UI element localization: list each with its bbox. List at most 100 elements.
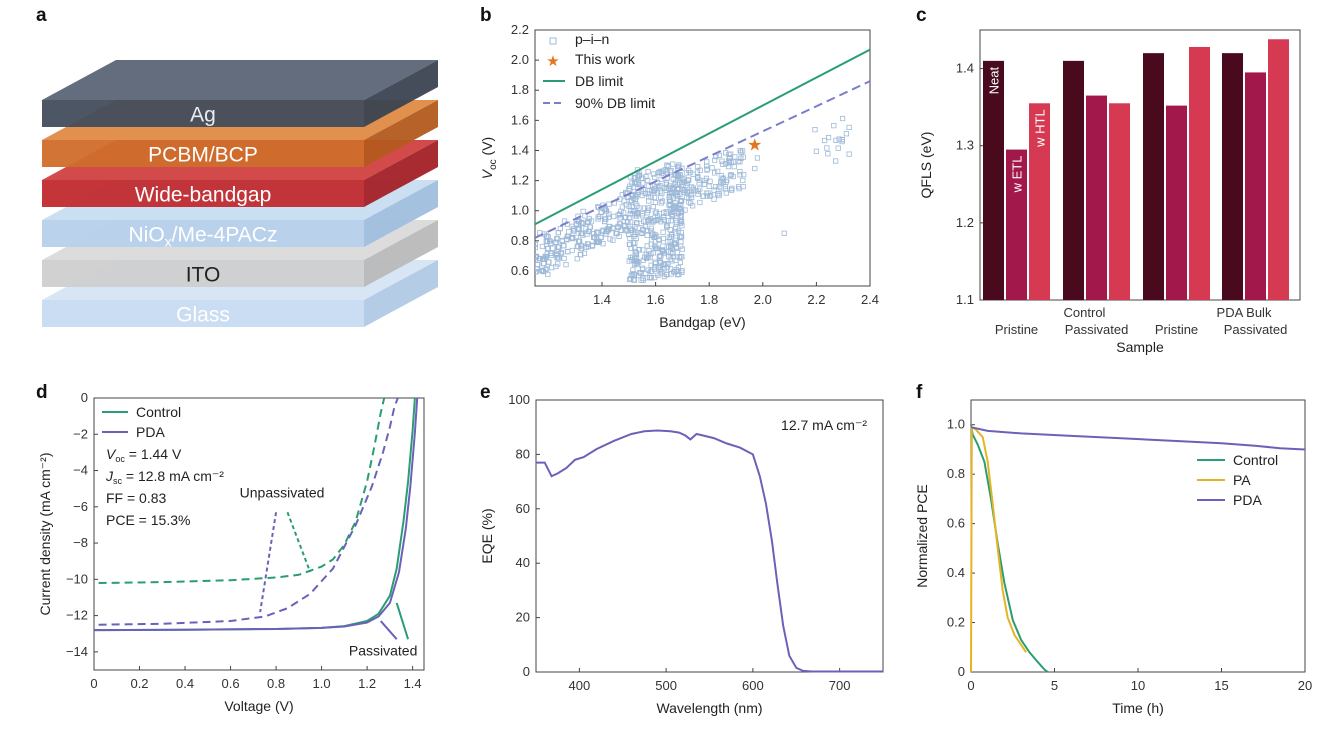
scatter-point bbox=[576, 218, 582, 224]
scatter-point bbox=[833, 158, 839, 164]
bar-w-etl bbox=[1006, 149, 1027, 300]
scatter-point bbox=[754, 155, 761, 161]
scatter-point bbox=[687, 188, 693, 194]
arrow-passivated-pda bbox=[380, 620, 398, 640]
scatter-point bbox=[636, 247, 642, 253]
scatter-point bbox=[606, 214, 612, 220]
scatter-point bbox=[640, 257, 647, 263]
legend-label-db90: 90% DB limit bbox=[575, 95, 655, 111]
scatter-point bbox=[686, 199, 692, 205]
scatter-point bbox=[635, 229, 641, 236]
y-axis-label: Current density (mA cm⁻²) bbox=[37, 453, 53, 616]
x-tick-label: 700 bbox=[829, 678, 851, 693]
scatter-point bbox=[626, 186, 632, 192]
scatter-point bbox=[678, 239, 684, 245]
scatter-point bbox=[669, 206, 675, 212]
scatter-point bbox=[661, 217, 667, 223]
scatter-point bbox=[535, 257, 538, 263]
scatter-point bbox=[539, 243, 545, 250]
scatter-point bbox=[628, 227, 634, 233]
stat-pce: PCE = 15.3% bbox=[106, 512, 190, 528]
y-tick-label: −6 bbox=[73, 499, 88, 514]
scatter-point bbox=[535, 241, 538, 248]
scatter-point bbox=[644, 232, 650, 239]
scatter-point bbox=[595, 214, 601, 220]
scatter-point bbox=[590, 231, 596, 237]
scatter-point bbox=[633, 201, 639, 207]
scatter-point bbox=[719, 158, 725, 164]
scatter-point bbox=[658, 168, 664, 174]
scatter-point bbox=[569, 223, 575, 229]
scatter-point bbox=[825, 134, 832, 141]
scatter-point bbox=[555, 261, 561, 267]
scatter-point bbox=[670, 213, 676, 220]
scatter-point bbox=[833, 137, 839, 143]
stat-voc: Voc = 1.44 V bbox=[106, 446, 182, 464]
scatter-point bbox=[670, 176, 676, 182]
y-axis-label: Voc (V) bbox=[479, 137, 499, 179]
scatter-point bbox=[689, 194, 695, 200]
scatter-point bbox=[631, 233, 637, 240]
scatter-point bbox=[688, 200, 694, 206]
x-axis-label: Sample bbox=[1116, 339, 1164, 355]
scatter-point bbox=[535, 244, 538, 251]
scatter-point bbox=[677, 214, 683, 220]
y-tick-label: 1.4 bbox=[956, 61, 974, 76]
scatter-point bbox=[576, 226, 582, 232]
scatter-point bbox=[607, 236, 613, 242]
scatter-point bbox=[656, 236, 662, 242]
stack-layer-top bbox=[42, 60, 438, 100]
scatter-point bbox=[696, 180, 702, 186]
panel-label-a: a bbox=[36, 5, 47, 26]
scatter-point bbox=[664, 222, 670, 228]
scatter-point bbox=[661, 214, 667, 221]
scatter-point bbox=[702, 177, 708, 184]
scatter-point bbox=[704, 193, 710, 199]
scatter-point bbox=[648, 228, 654, 234]
scatter-point bbox=[667, 256, 673, 262]
scatter-point bbox=[627, 197, 633, 203]
scatter-point bbox=[715, 168, 721, 175]
scatter-point bbox=[781, 230, 787, 236]
scatter-point bbox=[603, 216, 609, 222]
stack-layer-side bbox=[364, 100, 438, 167]
group-bottom-label: Pristine bbox=[1155, 322, 1198, 337]
scatter-point bbox=[644, 210, 650, 216]
scatter-point bbox=[716, 152, 722, 158]
y-tick-label: 0.8 bbox=[511, 233, 529, 248]
scatter-point bbox=[712, 184, 719, 190]
y-tick-label: −14 bbox=[66, 644, 88, 659]
legend-label-db: DB limit bbox=[575, 73, 623, 89]
legend-label-this-work: This work bbox=[575, 51, 636, 67]
chart-qfls-bars: 1.1 1.2 1.3 1.4 QFLS (eV) Neat w ETL w HTL Prist… bbox=[918, 29, 1301, 355]
y-axis-label: Normalized PCE bbox=[914, 484, 930, 587]
scatter-point bbox=[652, 232, 658, 238]
stat-ff: FF = 0.83 bbox=[106, 490, 167, 506]
scatter-point bbox=[659, 198, 666, 204]
stack-layer-front bbox=[42, 140, 364, 167]
stack-layer-side bbox=[364, 60, 438, 127]
scatter-point bbox=[634, 174, 641, 180]
scatter-point bbox=[740, 154, 746, 160]
scatter-point bbox=[604, 229, 610, 235]
scatter-point bbox=[660, 243, 666, 249]
scatter-point bbox=[738, 149, 744, 155]
y-tick-label: −2 bbox=[73, 426, 88, 441]
scatter-point bbox=[586, 216, 592, 222]
scatter-point bbox=[618, 227, 624, 233]
scatter-point bbox=[740, 148, 746, 154]
x-tick-label: 1.8 bbox=[700, 292, 718, 307]
y-tick-label: 40 bbox=[516, 555, 530, 570]
scatter-point bbox=[825, 151, 831, 157]
scatter-point bbox=[626, 258, 632, 264]
legend-label-control: Control bbox=[136, 404, 181, 420]
bar-w-htl bbox=[1268, 39, 1289, 300]
x-tick-label: 1.2 bbox=[358, 676, 376, 691]
stability-curve-control bbox=[970, 424, 1049, 673]
scatter-point bbox=[718, 173, 724, 179]
x-tick-label: 2.4 bbox=[861, 292, 879, 307]
scatter-point bbox=[541, 256, 548, 262]
x-tick-label: 0.2 bbox=[130, 676, 148, 691]
scatter-point bbox=[705, 190, 711, 196]
scatter-point bbox=[650, 171, 657, 177]
